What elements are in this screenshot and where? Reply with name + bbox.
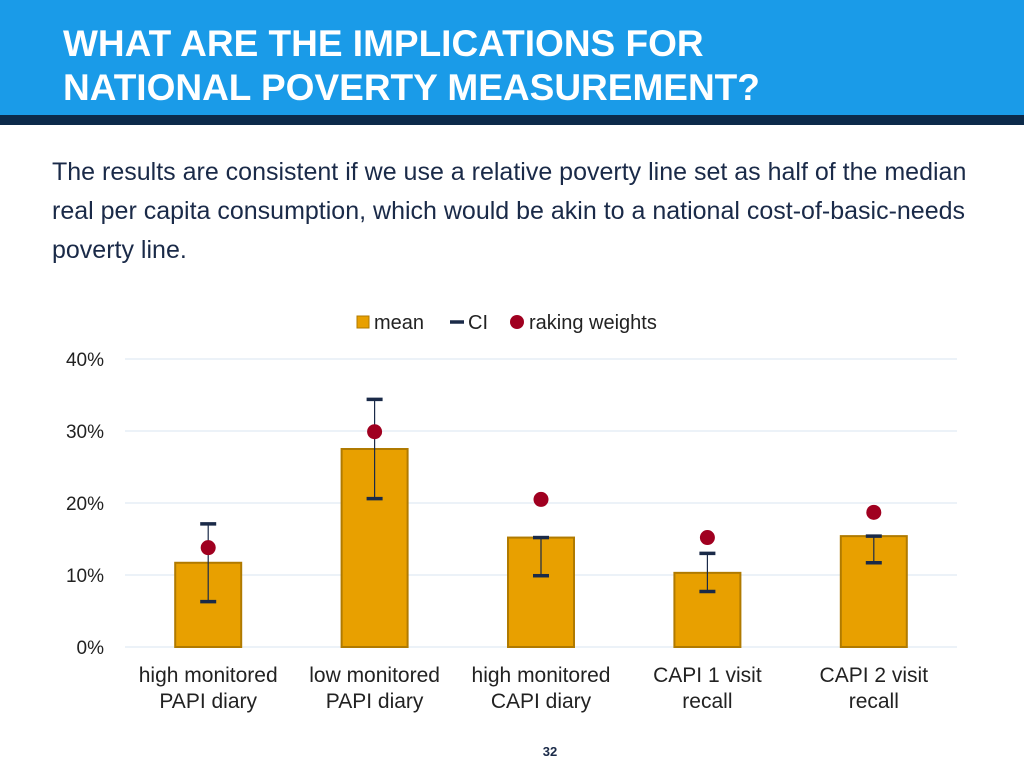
bar — [839, 535, 908, 648]
x-tick-label: CAPI 1 visit — [653, 664, 762, 687]
raking-point — [200, 540, 216, 556]
slide-body-text: The results are consistent if we use a r… — [52, 158, 967, 264]
poverty-chart: 0% 10% 20% 30% 40% high monitored PAPI diary lo… — [66, 312, 957, 713]
x-tick-label: high monitored — [472, 664, 611, 687]
y-tick-label: 30% — [66, 422, 104, 443]
raking-point — [533, 491, 549, 507]
title-rule — [0, 115, 1024, 125]
legend-label-ci: CI — [468, 312, 488, 334]
slide-title: WHAT ARE THE IMPLICATIONS FOR NATIONAL P… — [63, 22, 963, 110]
bar — [507, 536, 575, 648]
slide-title-line-1: WHAT ARE THE IMPLICATIONS FOR — [63, 23, 704, 64]
y-tick-label: 40% — [66, 350, 104, 371]
x-tick-label: CAPI 2 visit — [820, 664, 929, 687]
x-tick-label: recall — [849, 690, 899, 713]
x-tick-label: PAPI diary — [159, 690, 257, 713]
y-tick-label: 20% — [66, 494, 104, 515]
legend-label-raking: raking weights — [529, 312, 657, 334]
raking-point — [866, 504, 882, 520]
x-tick-label: CAPI diary — [491, 690, 592, 713]
raking-point — [699, 530, 715, 546]
legend-label-mean: mean — [374, 312, 424, 334]
x-tick-label: PAPI diary — [326, 690, 424, 713]
x-tick-label: recall — [682, 690, 732, 713]
legend-swatch-raking — [510, 315, 524, 329]
title-bar — [0, 0, 1024, 115]
x-tick-label: high monitored — [139, 664, 278, 687]
y-tick-label: 0% — [77, 638, 105, 659]
y-tick-label: 10% — [66, 566, 104, 587]
x-tick-label: low monitored — [309, 664, 440, 687]
slide-title-line-2: NATIONAL POVERTY MEASUREMENT? — [63, 67, 760, 108]
page-number: 32 — [542, 744, 558, 759]
raking-point — [367, 424, 383, 440]
legend-swatch-mean — [356, 315, 370, 329]
